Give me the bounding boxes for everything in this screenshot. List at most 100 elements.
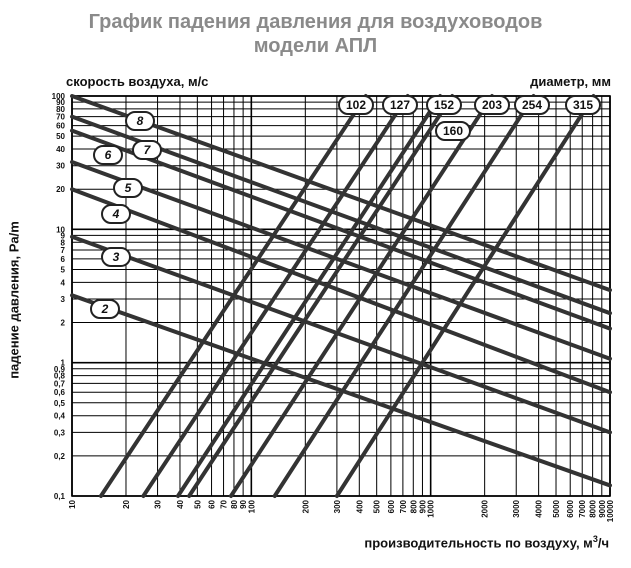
diameter-line-160: [187, 94, 455, 498]
speed-axis-label: скорость воздуха, м/с: [66, 74, 209, 89]
diameter-badge-frame: [435, 121, 471, 141]
diameter-line-254: [272, 94, 536, 498]
y-tick-label: 8: [61, 238, 66, 247]
x-axis-label-sup: 3: [592, 534, 598, 544]
x-tick-label: 10000: [606, 499, 615, 522]
y-tick-label: 40: [56, 145, 65, 154]
x-tick-label: 60: [208, 499, 217, 508]
diameter-badge-label: 152: [434, 98, 454, 112]
y-tick-label: 0,6: [54, 388, 66, 397]
diameter-badge-152: 152: [426, 95, 462, 115]
speed-badge-label: 4: [112, 207, 120, 221]
x-tick-label: 80: [230, 499, 239, 508]
diameter-badge-frame: [338, 95, 374, 115]
y-tick-label: 6: [61, 255, 66, 264]
x-tick-label: 2000: [481, 499, 490, 517]
speed-line-8: [70, 94, 612, 293]
speed-badge-label: 8: [137, 114, 144, 128]
y-tick-label: 70: [56, 113, 65, 122]
speed-badge-frame: [101, 247, 131, 267]
diameter-badge-label: 315: [573, 98, 593, 112]
x-axis-label: производительность по воздуху, м3/ч: [364, 534, 609, 550]
x-tick-label: 90: [239, 499, 248, 508]
chart-title: График падения давления для воздуховодов…: [0, 10, 631, 58]
y-tick-label: 30: [56, 162, 65, 171]
y-tick-label: 0,7: [54, 379, 66, 388]
diameter-line-127: [141, 94, 410, 498]
y-tick-label: 2: [61, 319, 66, 328]
y-tick-label: 0,2: [54, 452, 66, 461]
diameter-badge-frame: [426, 95, 462, 115]
y-tick-label: 3: [61, 295, 66, 304]
speed-badge-frame: [125, 111, 155, 131]
x-tick-label: 500: [373, 499, 382, 513]
y-tick-label: 4: [61, 278, 66, 287]
speed-badge-8: 8: [125, 111, 155, 131]
speed-badge-frame: [93, 145, 123, 165]
speed-badge-label: 3: [113, 250, 120, 264]
y-tick-label: 7: [61, 246, 66, 255]
diameter-badge-label: 254: [522, 98, 542, 112]
speed-badge-7: 7: [132, 140, 162, 160]
speed-badge-6: 6: [93, 145, 123, 165]
y-tick-label: 1: [61, 359, 66, 368]
diameter-line-315: [334, 94, 596, 498]
x-axis-label-main: производительность по воздуху, м: [364, 535, 593, 551]
diameter-badge-160: 160: [435, 121, 471, 141]
x-tick-label: 1000: [427, 499, 436, 517]
speed-badge-frame: [132, 140, 162, 160]
y-tick-label: 0,1: [54, 492, 66, 501]
y-tick-label: 10: [56, 225, 65, 234]
chart-title-line-2: модели АПЛ: [253, 35, 378, 57]
x-tick-label: 40: [176, 499, 185, 508]
speed-badge-label: 7: [144, 143, 152, 157]
x-tick-label: 800: [409, 499, 418, 513]
diameter-badge-label: 102: [346, 98, 366, 112]
x-tick-label: 700: [399, 499, 408, 513]
y-tick-label: 5: [61, 265, 66, 274]
y-tick-label: 80: [56, 105, 65, 114]
diameter-badge-315: 315: [565, 95, 601, 115]
y-tick-label: 0,8: [54, 372, 66, 381]
y-tick-label: 9: [61, 231, 66, 240]
x-tick-label: 900: [418, 499, 427, 513]
x-tick-label: 5000: [552, 499, 561, 517]
x-tick-label: 20: [122, 499, 131, 508]
y-tick-label: 20: [56, 185, 65, 194]
y-tick-label: 90: [56, 98, 65, 107]
speed-badge-label: 6: [105, 148, 112, 162]
speed-line-3: [70, 234, 612, 435]
x-tick-label: 9000: [598, 499, 607, 517]
speed-badge-5: 5: [113, 178, 143, 198]
x-axis-label-tail: /ч: [597, 535, 609, 551]
y-tick-label: 0,5: [54, 399, 66, 408]
y-tick-label: 100: [52, 92, 66, 101]
diameter-badge-254: 254: [514, 95, 550, 115]
x-tick-label: 70: [220, 499, 229, 508]
speed-badge-label: 5: [125, 181, 132, 195]
diameter-axis-label: диаметр, мм: [530, 74, 611, 89]
x-tick-label: 3000: [512, 499, 521, 517]
x-tick-label: 300: [333, 499, 342, 513]
chart-title-line-1: График падения давления для воздуховодов: [88, 11, 543, 33]
x-tick-label: 6000: [566, 499, 575, 517]
diameter-badge-frame: [514, 95, 550, 115]
diameter-badge-203: 203: [474, 95, 510, 115]
diameter-badge-label: 160: [443, 124, 463, 138]
x-tick-label: 600: [387, 499, 396, 513]
x-tick-label: 7000: [578, 499, 587, 517]
diameter-line-102: [98, 94, 368, 498]
diameter-badge-label: 203: [482, 98, 502, 112]
diameter-badge-102: 102: [338, 95, 374, 115]
x-tick-label: 8000: [589, 499, 598, 517]
diameter-badge-label: 127: [390, 98, 410, 112]
x-tick-label: 4000: [535, 499, 544, 517]
speed-badge-3: 3: [101, 247, 131, 267]
x-tick-label: 50: [193, 499, 202, 508]
speed-badge-2: 2: [90, 299, 120, 319]
x-tick-label: 400: [355, 499, 364, 513]
speed-badge-4: 4: [101, 204, 131, 224]
diameter-badge-frame: [382, 95, 418, 115]
x-tick-label: 200: [301, 499, 310, 513]
